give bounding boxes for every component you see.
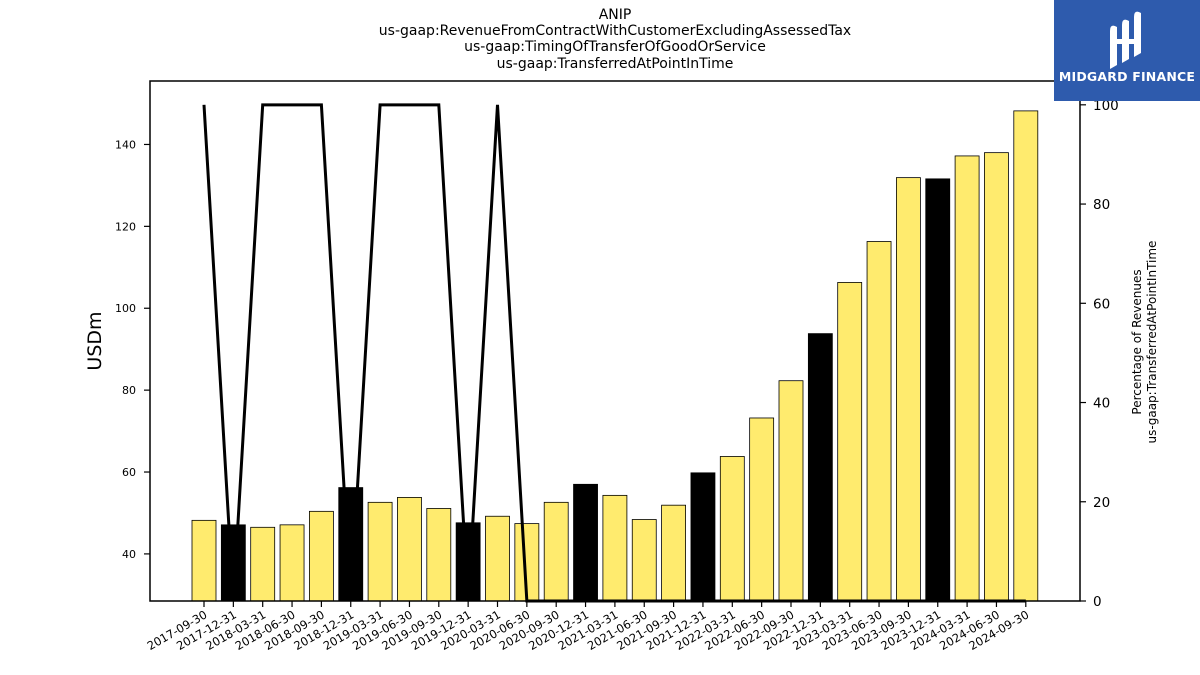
y2-axis-label: us-gaap:TransferredAtPointInTime xyxy=(1145,241,1159,444)
bar xyxy=(631,519,657,602)
chart-title-concept: us-gaap:RevenueFromContractWithCustomerE… xyxy=(378,23,852,39)
bar xyxy=(485,515,510,602)
chart-title-member: us-gaap:TransferredAtPointInTime xyxy=(496,56,734,72)
bar xyxy=(426,508,452,602)
y-tick-label: 100 xyxy=(115,302,136,315)
bar xyxy=(954,155,980,602)
bar xyxy=(573,483,598,602)
chart-title-axis: us-gaap:TimingOfTransferOfGoodOrService xyxy=(464,39,766,55)
bar xyxy=(896,177,921,602)
chart-title-ticker: ANIP xyxy=(598,7,632,23)
bar xyxy=(690,472,716,602)
y2-tick-label: 0 xyxy=(1093,594,1102,610)
y2-tick-label: 40 xyxy=(1093,396,1110,412)
y2-tick-label: 20 xyxy=(1093,495,1110,511)
bar xyxy=(397,497,422,602)
bar xyxy=(1013,110,1039,602)
bar xyxy=(367,501,393,602)
bar xyxy=(602,494,628,602)
bar xyxy=(543,501,569,602)
y2-tick-label: 100 xyxy=(1093,98,1119,114)
y-tick-label: 140 xyxy=(115,138,136,151)
logo-text: MIDGARD FINANCE xyxy=(1058,69,1196,84)
bar xyxy=(719,456,745,602)
y-tick-label: 120 xyxy=(115,220,136,233)
y-tick-label: 40 xyxy=(122,548,136,561)
bar xyxy=(250,526,276,602)
y2-tick-label: 80 xyxy=(1093,197,1110,213)
bar xyxy=(837,282,863,602)
bar xyxy=(308,510,334,602)
y-tick-label: 80 xyxy=(122,384,136,397)
bar xyxy=(661,504,686,602)
bar xyxy=(866,241,892,602)
bar xyxy=(778,380,804,602)
y-tick-label: 60 xyxy=(122,466,136,479)
bar xyxy=(279,524,305,602)
y2-tick-label: 60 xyxy=(1093,296,1110,312)
bar xyxy=(749,417,775,602)
y2-axis-label: Percentage of Revenues xyxy=(1130,269,1144,414)
midgard-finance-logo: MIDGARD FINANCE xyxy=(1054,0,1200,101)
bar xyxy=(984,152,1009,602)
y-axis-label: USDm xyxy=(84,311,106,370)
bar xyxy=(925,178,951,602)
bar xyxy=(191,519,217,602)
bar xyxy=(807,333,833,602)
midgard-logo-icon xyxy=(1110,11,1141,70)
